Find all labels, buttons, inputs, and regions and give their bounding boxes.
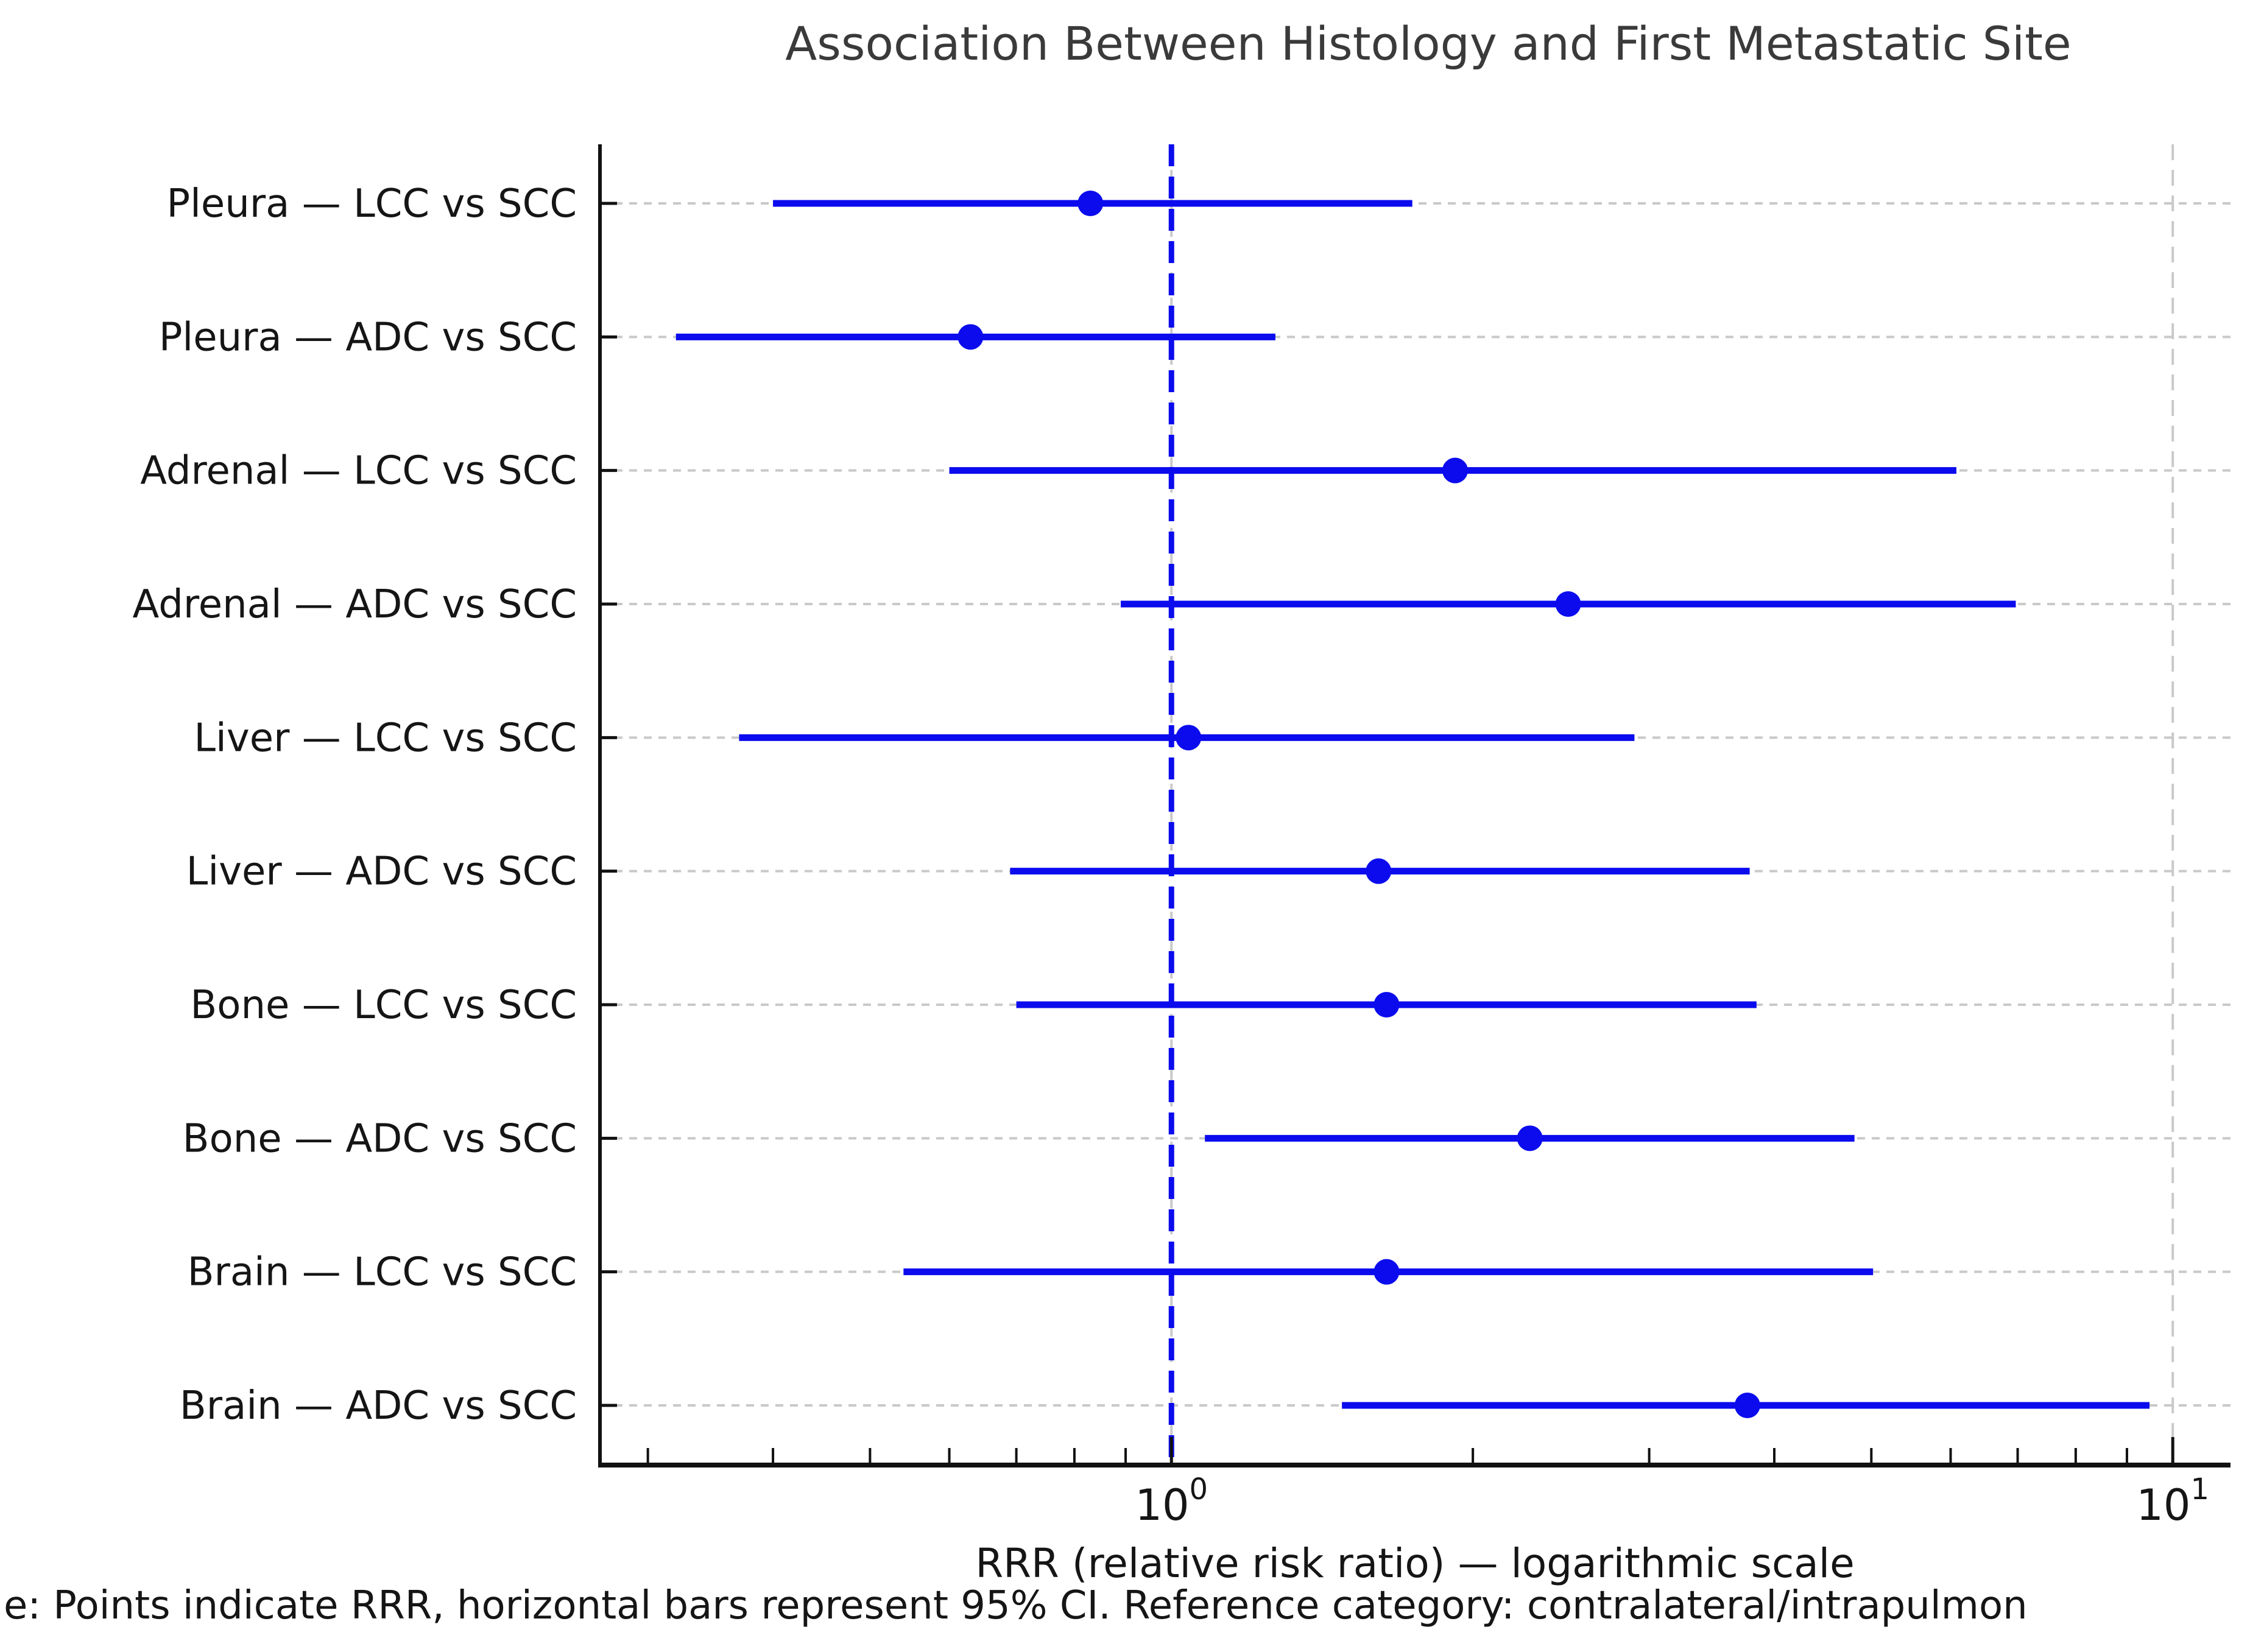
data-layer bbox=[675, 191, 2150, 1418]
rrr-point bbox=[1517, 1125, 1543, 1151]
row-label: Brain — LCC vs SCC bbox=[188, 1250, 577, 1295]
rrr-point bbox=[1734, 1393, 1760, 1418]
rrr-point bbox=[1374, 1259, 1400, 1285]
rrr-point bbox=[1176, 725, 1202, 751]
rrr-point bbox=[1374, 992, 1400, 1018]
rrr-point bbox=[1366, 858, 1392, 884]
label-layer: Pleura — LCC vs SCC Pleura — ADC vs SCC Ad… bbox=[133, 181, 2209, 1530]
row-label: Pleura — LCC vs SCC bbox=[167, 181, 577, 227]
row-label: Adrenal — LCC vs SCC bbox=[140, 449, 577, 494]
axis-layer bbox=[598, 144, 2230, 1467]
row-label: Adrenal — ADC vs SCC bbox=[133, 582, 577, 627]
row-label: Bone — ADC vs SCC bbox=[183, 1116, 577, 1161]
row-label: Pleura — ADC vs SCC bbox=[159, 315, 577, 360]
footnote: e: Points indicate RRR, horizontal bars … bbox=[4, 1583, 2028, 1628]
grid-layer bbox=[600, 144, 2230, 1465]
x-axis-label: RRR (relative risk ratio) — logarithmic … bbox=[975, 1540, 1854, 1587]
rrr-point bbox=[1555, 591, 1581, 617]
rrr-point bbox=[1442, 457, 1468, 483]
x-tick-label: 101 bbox=[2136, 1472, 2209, 1530]
rrr-point bbox=[957, 324, 984, 350]
row-label: Brain — ADC vs SCC bbox=[180, 1383, 577, 1429]
row-label: Bone — LCC vs SCC bbox=[190, 983, 577, 1028]
row-label: Liver — LCC vs SCC bbox=[194, 715, 577, 761]
rrr-point bbox=[1077, 191, 1104, 216]
x-tick-label: 100 bbox=[1135, 1472, 1208, 1530]
row-label: Liver — ADC vs SCC bbox=[186, 849, 577, 895]
chart-title: Association Between Histology and First … bbox=[785, 16, 2071, 71]
